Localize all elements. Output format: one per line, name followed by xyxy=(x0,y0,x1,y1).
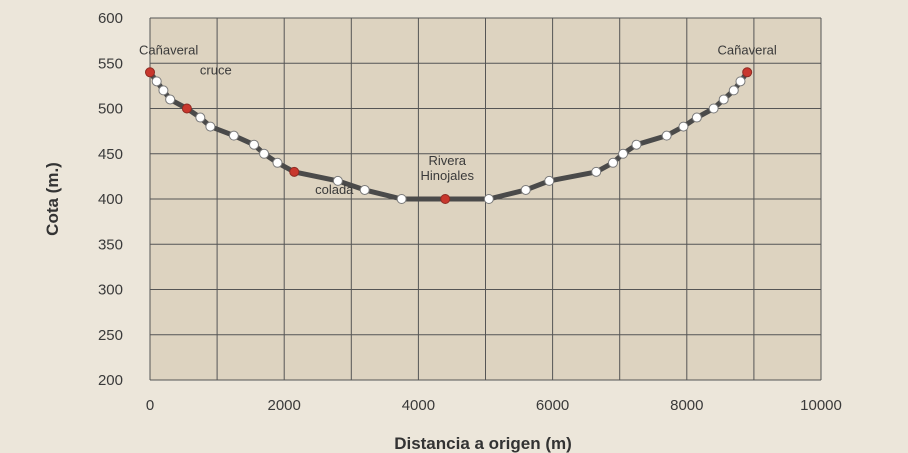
x-tick-label: 4000 xyxy=(402,397,435,414)
data-point xyxy=(249,139,260,150)
data-point xyxy=(332,175,343,186)
annotations: CañaveralcrucecoladaRiveraHinojalesCañav… xyxy=(139,42,777,197)
x-tick-label: 8000 xyxy=(670,397,703,414)
highlighted-data-point xyxy=(440,194,451,204)
annotation-label: Cañaveral xyxy=(718,42,777,57)
x-tick-label: 2000 xyxy=(268,397,301,414)
y-tick-label: 300 xyxy=(98,282,123,299)
highlighted-data-point xyxy=(145,67,155,78)
data-point xyxy=(618,148,629,159)
annotation-label: Cañaveral xyxy=(139,42,198,57)
y-tick-label: 250 xyxy=(98,327,123,344)
data-point xyxy=(396,194,407,204)
data-point xyxy=(631,139,642,150)
x-tick-label: 0 xyxy=(146,397,154,414)
y-tick-label: 200 xyxy=(98,372,123,389)
highlighted-data-point xyxy=(181,103,192,114)
data-point xyxy=(678,121,689,132)
data-point xyxy=(151,76,162,87)
annotation-label: cruce xyxy=(200,63,232,78)
grid xyxy=(149,17,822,381)
data-point xyxy=(544,175,555,186)
y-tick-label: 550 xyxy=(98,55,123,72)
data-point xyxy=(728,85,739,96)
data-point xyxy=(158,85,169,96)
y-axis-title: Cota (m.) xyxy=(43,162,62,236)
data-point xyxy=(708,103,719,114)
highlighted-data-point xyxy=(289,166,300,177)
data-points xyxy=(145,67,753,204)
y-tick-label: 500 xyxy=(98,101,123,118)
data-point xyxy=(520,184,531,195)
data-point xyxy=(195,112,206,123)
data-point xyxy=(165,94,176,105)
highlighted-data-point xyxy=(742,67,753,78)
annotation-label: Hinojales xyxy=(420,168,474,183)
data-point xyxy=(205,121,216,132)
data-point xyxy=(735,76,746,87)
data-point xyxy=(718,94,729,105)
x-axis-ticks: 0 2000 4000 6000 8000 10000 xyxy=(146,397,842,414)
data-point xyxy=(607,157,618,168)
annotation-label: Rivera xyxy=(428,153,466,168)
x-tick-label: 6000 xyxy=(536,397,569,414)
data-point xyxy=(483,194,494,204)
y-tick-label: 450 xyxy=(98,146,123,163)
y-axis-ticks: 200 250 300 350 400 450 500 550 600 xyxy=(98,10,123,389)
data-point xyxy=(691,112,702,123)
data-point xyxy=(272,157,283,168)
annotation-label: colada xyxy=(315,182,354,197)
y-tick-label: 350 xyxy=(98,236,123,253)
data-point xyxy=(259,148,270,159)
data-point xyxy=(228,130,239,141)
x-axis-title: Distancia a origen (m) xyxy=(394,434,572,453)
data-point xyxy=(661,130,672,141)
x-tick-label: 10000 xyxy=(800,397,842,414)
y-tick-label: 600 xyxy=(98,10,123,27)
data-point xyxy=(359,184,370,195)
data-point xyxy=(591,166,602,177)
y-tick-label: 400 xyxy=(98,191,123,208)
